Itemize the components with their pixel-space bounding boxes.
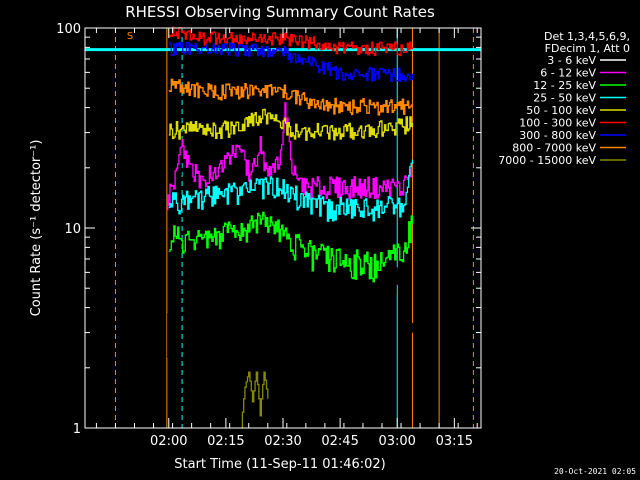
x-tick-label-03-00: 03:00 bbox=[378, 434, 415, 449]
series-50-100-kev bbox=[168, 108, 414, 141]
series-3-6-kev bbox=[166, 106, 414, 358]
legend-header-detectors: Det 1,3,4,5,6,9, bbox=[544, 30, 630, 43]
legend-label-6-12-kev: 6 - 12 keV bbox=[540, 67, 596, 80]
series-300-800-kev bbox=[168, 41, 414, 82]
x-tick-label-02-45: 02:45 bbox=[321, 434, 358, 449]
series-6-12-kev bbox=[166, 102, 414, 211]
annotation-0: S bbox=[127, 31, 133, 42]
y-axis-label: Count Rate (s⁻¹ detector⁻¹) bbox=[29, 140, 44, 317]
x-tick-label-02-00: 02:00 bbox=[150, 434, 187, 449]
footer-timestamp: 20-Oct-2021 02:05 bbox=[554, 467, 636, 476]
series-7000-15000-kev bbox=[241, 371, 269, 429]
x-tick-label-02-30: 02:30 bbox=[264, 434, 301, 449]
x-axis-label: Start Time (11-Sep-11 01:46:02) bbox=[174, 457, 385, 472]
series-800-7000-kev bbox=[168, 78, 414, 116]
y-tick-label-10: 10 bbox=[64, 222, 81, 237]
legend-label-12-25-kev: 12 - 25 keV bbox=[533, 79, 596, 92]
series-lines bbox=[166, 26, 414, 429]
legend-label-100-300-kev: 100 - 300 keV bbox=[519, 117, 596, 130]
legend-label-300-800-kev: 300 - 800 keV bbox=[519, 129, 596, 142]
x-tick-label-02-15: 02:15 bbox=[207, 434, 244, 449]
y-tick-label-1: 1 bbox=[73, 422, 81, 437]
chart-title: RHESSI Observing Summary Count Rates bbox=[125, 3, 435, 21]
legend-label-7000-15000-kev: 7000 - 15000 keV bbox=[498, 154, 596, 167]
legend-label-50-100-kev: 50 - 100 keV bbox=[526, 104, 596, 117]
series-12-25-kev bbox=[168, 211, 414, 283]
series-25-50-kev bbox=[168, 159, 414, 222]
marker-lines: S bbox=[85, 28, 481, 428]
series-100-300-kev bbox=[168, 26, 414, 57]
y-tick-label-100: 100 bbox=[56, 22, 81, 37]
legend-label-3-6-kev: 3 - 6 keV bbox=[547, 54, 596, 67]
y-axis-ticks: 1 10 100 bbox=[56, 22, 481, 437]
x-axis-ticks: 02:00 02:15 02:30 02:45 03:00 03:15 bbox=[95, 28, 478, 449]
legend-label-25-50-kev: 25 - 50 keV bbox=[533, 92, 596, 105]
legend-label-800-7000-kev: 800 - 7000 keV bbox=[512, 142, 596, 155]
x-tick-label-03-15: 03:15 bbox=[436, 434, 473, 449]
legend-header-decimation: FDecim 1, Att 0 bbox=[545, 42, 630, 55]
